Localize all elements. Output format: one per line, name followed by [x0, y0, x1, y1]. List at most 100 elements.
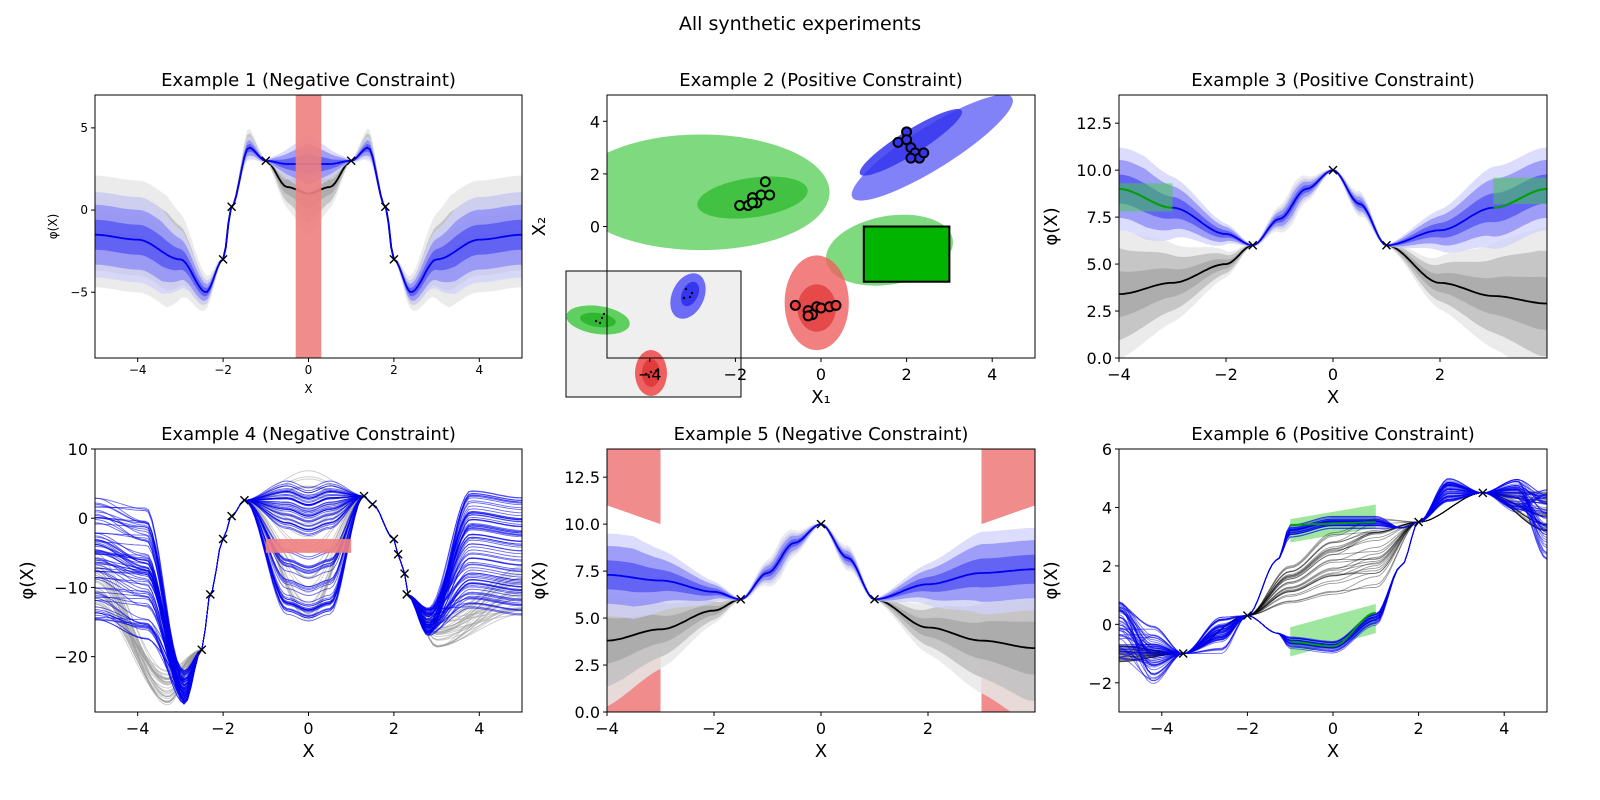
blue-cluster-point [918, 147, 930, 159]
posterior-sample-line [95, 490, 522, 693]
prior-band-2 [1119, 170, 1547, 330]
posterior-band-2 [607, 524, 1035, 600]
observation-marker [1414, 517, 1424, 527]
observation-marker [1328, 165, 1338, 175]
constraint-segment-lower [1290, 611, 1377, 648]
y-axis-label: X₂ [529, 217, 550, 237]
y-tick-label: 5.0 [1087, 255, 1112, 274]
x-axis-label: X [302, 741, 314, 762]
x-tick-label: 4 [1499, 719, 1509, 738]
observation-marker [400, 569, 410, 579]
posterior-sample-line [95, 495, 522, 680]
observation-marker [1478, 488, 1488, 498]
observation-marker [1242, 611, 1252, 621]
y-tick-label: 7.5 [1087, 208, 1112, 227]
y-tick-label: −2 [1088, 674, 1112, 693]
observation-marker [261, 156, 271, 166]
plot-area [1119, 478, 1547, 684]
x-tick-label: −2 [1214, 365, 1238, 384]
observation-marker [389, 534, 399, 544]
constraint-region [295, 95, 322, 358]
x-tick-label: −2 [1236, 719, 1260, 738]
y-axis-label: φ(X) [46, 214, 60, 240]
observation-marker [380, 202, 390, 212]
posterior-band-2 [1119, 170, 1547, 246]
prior-sample-line [95, 495, 522, 681]
observation-marker [227, 202, 237, 212]
x-tick-label: 2 [1414, 719, 1424, 738]
green-cluster-point [747, 197, 759, 209]
x-tick-label: 0 [1328, 719, 1338, 738]
y-tick-label: 0 [590, 218, 600, 237]
posterior-sample-line [95, 496, 522, 681]
observation-marker [402, 589, 412, 599]
constraint-region [981, 449, 1035, 525]
y-tick-label: 5 [80, 121, 88, 135]
y-axis-label: φ(X) [17, 561, 38, 599]
constrained-mean-segment [1119, 187, 1173, 209]
plot-area [607, 95, 1013, 351]
x-tick-label: −4 [1150, 719, 1174, 738]
x-tick-label: 2 [390, 363, 398, 377]
y-tick-label: 0 [80, 203, 88, 217]
observation-marker [389, 254, 399, 264]
green-cluster-point [764, 189, 776, 201]
subplot-title: Example 6 (Positive Constraint) [1191, 424, 1474, 445]
axes-frame [1118, 448, 1548, 713]
x-tick-label: 2 [1435, 365, 1445, 384]
y-tick-label: −5 [70, 285, 88, 299]
inset-point [649, 370, 653, 374]
y-tick-label: 2 [1102, 557, 1112, 576]
y-tick-label: 12.5 [1076, 114, 1112, 133]
x-tick-label: 2 [902, 365, 912, 384]
y-axis-label: φ(X) [1041, 207, 1062, 245]
inset-point [600, 316, 604, 320]
y-tick-label: 0.0 [1087, 349, 1112, 368]
plot-area [95, 95, 522, 358]
x-tick-label: −2 [702, 719, 726, 738]
x-tick-label: −4 [126, 719, 150, 738]
observation-marker [359, 491, 369, 501]
x-tick-label: 0 [816, 365, 826, 384]
plot-area [95, 470, 522, 706]
x-tick-label: −4 [595, 719, 619, 738]
observation-marker [736, 594, 746, 604]
posterior-sample-line [95, 496, 522, 695]
observation-marker [239, 495, 249, 505]
blue-cluster-point [905, 152, 917, 164]
inset-point [602, 312, 606, 316]
prior-band-2 [607, 524, 1035, 675]
subplot-example-1: −4 −2 0 2 4 −5 0 5 Example 1 (Negative Constrain… [46, 70, 523, 396]
x-axis-label: X [1327, 387, 1339, 408]
y-tick-label: 7.5 [575, 562, 600, 581]
y-tick-label: 10.0 [1076, 161, 1112, 180]
prior-sample-line [95, 495, 522, 676]
blue-cluster-point [901, 134, 913, 146]
y-tick-label: 6 [1102, 440, 1112, 459]
subplot-title: Example 4 (Negative Constraint) [161, 424, 456, 445]
inset-point [654, 369, 658, 373]
y-tick-label: 10.0 [564, 515, 600, 534]
y-tick-label: 0.0 [575, 703, 600, 722]
red-cluster-point [830, 299, 842, 311]
y-tick-label: 2.5 [575, 656, 600, 675]
blue-density-outer [851, 95, 1013, 201]
prior-sample-line [95, 495, 522, 683]
observation-marker [1382, 240, 1391, 250]
observation-marker [197, 645, 207, 655]
observation-marker [227, 511, 237, 521]
subplot-example-5: −4 −2 0 2 0.0 2.5 5.0 7.5 10.0 12.5 Example 5 (Neg… [529, 424, 1036, 762]
subplot-title: Example 2 (Positive Constraint) [679, 70, 962, 91]
inset-point [690, 291, 694, 295]
x-tick-label: −4 [638, 365, 662, 384]
x-tick-label: 4 [474, 719, 484, 738]
subplot-title: Example 1 (Negative Constraint) [161, 70, 456, 91]
inset-point [684, 287, 688, 291]
prior-sample-line [95, 495, 522, 704]
x-axis-label: X [304, 382, 312, 396]
plot-area [1119, 147, 1547, 358]
inset-point [647, 375, 651, 379]
x-axis-label: X₁ [811, 387, 831, 408]
y-axis-label: φ(X) [1041, 561, 1062, 599]
